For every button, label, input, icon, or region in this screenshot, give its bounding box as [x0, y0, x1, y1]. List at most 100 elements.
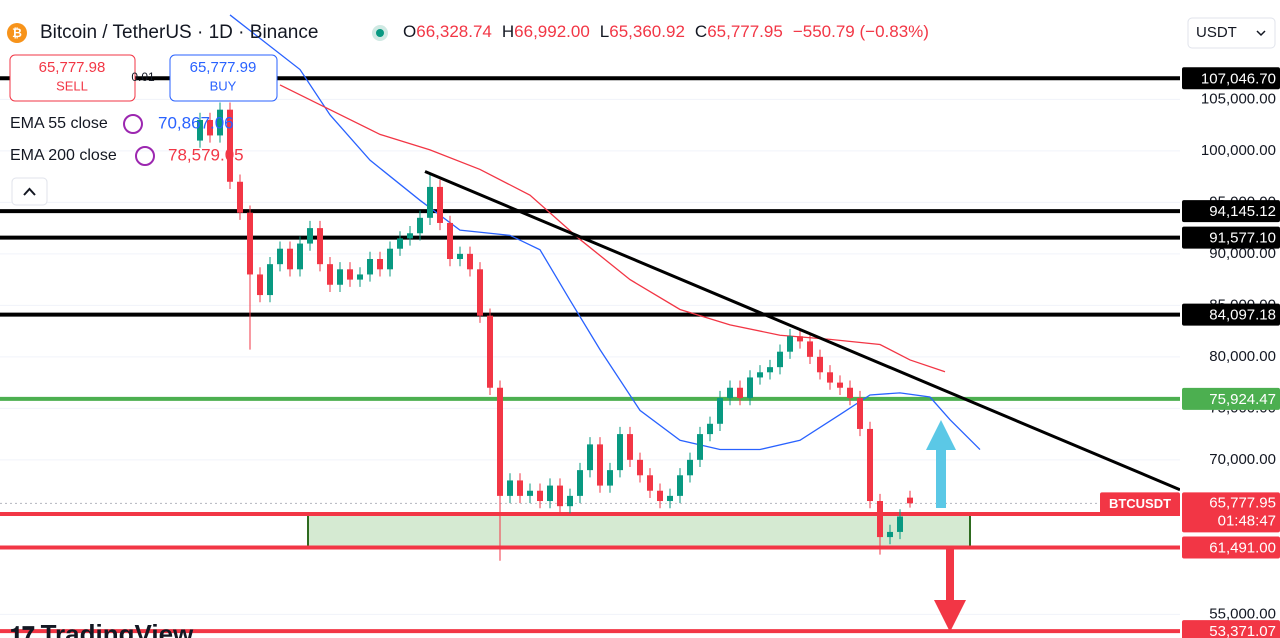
candle-body: [397, 238, 403, 249]
logo-text: TradingView: [41, 619, 194, 638]
candle-body: [667, 495, 673, 502]
candle-body: [237, 181, 243, 213]
candle-body: [487, 315, 493, 388]
ohlc-label: L: [600, 22, 609, 41]
level-label: 61,491.00: [1209, 539, 1276, 556]
y-tick-label: 100,000.00: [1201, 142, 1276, 159]
buy-button[interactable]: [169, 54, 278, 102]
level-label: 94,145.12: [1209, 203, 1276, 220]
candle-body: [747, 377, 753, 399]
candle-body: [577, 470, 583, 496]
up-arrow: [926, 420, 956, 508]
svg-text:₿: ₿: [12, 26, 22, 40]
candle-body: [217, 109, 223, 136]
currency-select[interactable]: [1187, 17, 1276, 49]
candle-body: [557, 485, 563, 507]
candle-body: [247, 212, 253, 275]
ohlc-value: 66,328.74: [416, 22, 492, 41]
candle-body: [907, 497, 913, 504]
candle-body: [867, 428, 873, 502]
ema-line: [279, 84, 946, 373]
level-label-bg: [1182, 620, 1280, 638]
candle-body: [717, 398, 723, 424]
ema200-name: EMA 200 close: [10, 147, 117, 164]
candle-body: [817, 356, 823, 373]
level-label-bg: [1182, 200, 1280, 223]
buy-price[interactable]: 65,777.99: [190, 59, 257, 76]
symbol: Bitcoin / TetherUS · 1D · Binance: [40, 22, 318, 43]
level-label: 91,577.10: [1209, 230, 1276, 247]
candle-body: [207, 119, 213, 136]
candle-body: [197, 119, 203, 141]
last-price-label: 65,777.95: [1209, 494, 1276, 511]
ema200-value: 78,579.05: [168, 145, 244, 164]
last-price-bg: [1182, 492, 1280, 533]
candle-body: [617, 434, 623, 471]
candle-body: [337, 269, 343, 285]
ohlc-label: C: [695, 22, 707, 41]
candle-body: [347, 269, 353, 280]
candle-body: [697, 434, 703, 460]
candle-body: [637, 459, 643, 476]
down-arrow: [934, 548, 966, 632]
candle-body: [407, 233, 413, 239]
level-label: 53,371.07: [1209, 623, 1276, 638]
candle-body: [677, 475, 683, 496]
candle-body: [277, 248, 283, 265]
candle-body: [837, 382, 843, 388]
ohlc-label: H: [502, 22, 514, 41]
candle-body: [497, 387, 503, 496]
candle-body: [357, 274, 363, 280]
candle-body: [527, 490, 533, 496]
level-label-bg: [1182, 387, 1280, 410]
sell-button[interactable]: [9, 54, 136, 102]
candle-body: [727, 387, 733, 399]
candle-body: [887, 531, 893, 538]
candle-body: [507, 480, 513, 496]
candle-body: [877, 501, 883, 538]
y-tick-label: 55,000.00: [1209, 605, 1276, 622]
candle-body: [597, 444, 603, 486]
candle-body: [657, 490, 663, 502]
candle-body: [807, 341, 813, 357]
spread: 0.01: [131, 70, 155, 84]
symbol-label-bg: [1100, 492, 1180, 515]
ohlc-value: 65,360.92: [609, 22, 685, 41]
ohlc: O66,328.74 H66,992.00 L65,360.92 C65,777.95…: [403, 22, 929, 41]
candle-body: [757, 372, 763, 378]
candle-body: [367, 259, 373, 275]
candle-body: [707, 423, 713, 435]
y-tick-label: 70,000.00: [1209, 451, 1276, 468]
candle-body: [417, 217, 423, 234]
candle-body: [587, 444, 593, 471]
candle-body: [737, 387, 743, 399]
y-tick-label: 90,000.00: [1209, 245, 1276, 262]
candle-body: [777, 351, 783, 368]
candle-body: [297, 243, 303, 270]
level-label: 75,924.47: [1209, 391, 1276, 408]
sell-price[interactable]: 65,777.98: [39, 59, 106, 76]
candle-body: [787, 336, 793, 352]
candle-body: [307, 228, 313, 244]
ohlc-value: 66,992.00: [514, 22, 590, 41]
ema55-value: 70,867.06: [158, 113, 234, 132]
buy-label[interactable]: BUY: [210, 78, 237, 93]
candle-body: [567, 495, 573, 507]
candle-body: [537, 490, 543, 502]
candle-body: [467, 253, 473, 270]
candle-body: [447, 222, 453, 260]
price-axis: 105,000.00100,000.0095,000.0090,000.0085…: [1180, 0, 1280, 638]
candle-body: [827, 372, 833, 383]
coin-icon: [7, 23, 27, 43]
sell-label[interactable]: SELL: [56, 78, 88, 93]
collapse-button[interactable]: [11, 177, 48, 206]
ohlc-value: 65,777.95: [707, 22, 783, 41]
level-label-bg: [1182, 226, 1280, 249]
symbol-label: BTCUSDT: [1109, 496, 1171, 511]
candle-body: [627, 434, 633, 460]
candle-body: [387, 248, 393, 270]
candle-body: [797, 336, 803, 342]
currency[interactable]: USDT: [1196, 24, 1237, 41]
